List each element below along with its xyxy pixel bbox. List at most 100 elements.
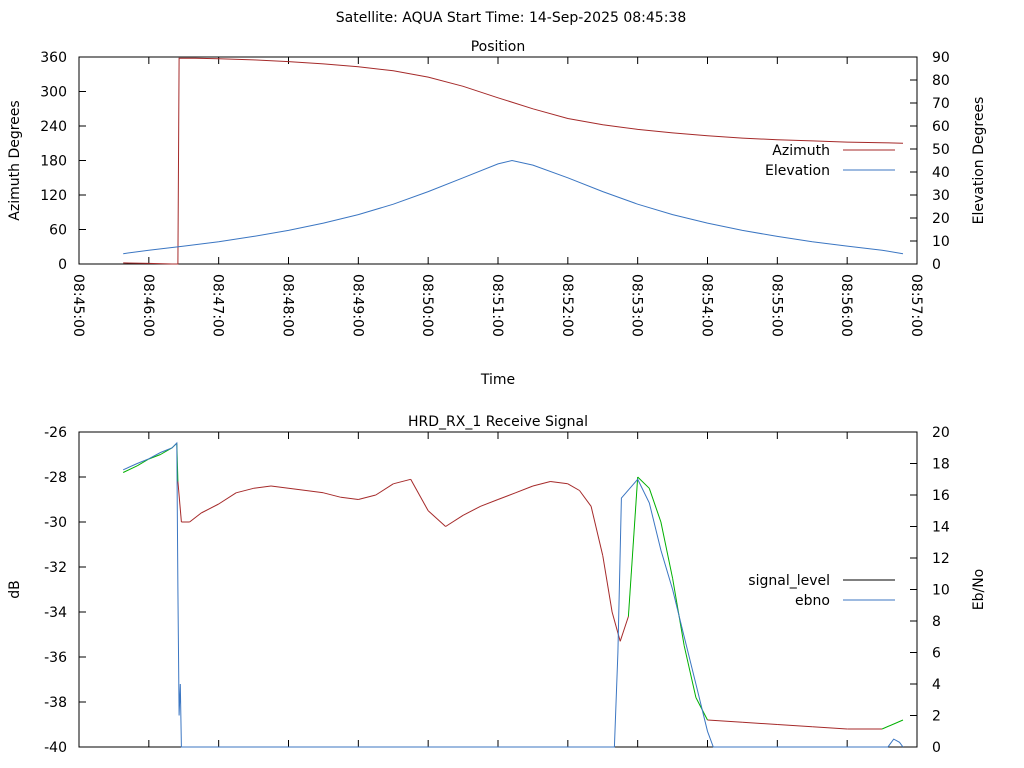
x-tick-label: 08:48:00 xyxy=(280,274,296,337)
elevation-line xyxy=(123,159,904,255)
x-tick-label: 08:45:00 xyxy=(70,274,86,337)
signal-level-segment xyxy=(590,506,604,556)
signal-level-segment xyxy=(602,555,613,613)
figure-title: Satellite: AQUA Start Time: 14-Sep-2025 … xyxy=(336,10,686,26)
x-tick-label: 08:47:00 xyxy=(210,274,226,337)
y-tick-label: -36 xyxy=(44,650,67,666)
signal-level-segment xyxy=(358,494,376,500)
signal-level-segment xyxy=(627,476,639,617)
y-tick-label: -30 xyxy=(44,515,67,531)
y-tick-label: 300 xyxy=(40,85,67,101)
x-tick-label: 08:54:00 xyxy=(699,274,715,337)
signal-level-segment xyxy=(427,510,446,527)
signal-level-segment xyxy=(611,611,621,642)
y2-tick-label: 2 xyxy=(932,709,941,725)
y2-tick-label: 18 xyxy=(932,457,950,473)
y2-tick-label: 90 xyxy=(932,50,950,66)
signal-level-segment xyxy=(410,479,429,512)
y2-tick-label: 20 xyxy=(932,425,950,441)
x-tick-label: 08:50:00 xyxy=(419,274,435,337)
y2-tick-label: 16 xyxy=(932,488,950,504)
signal-level-segment xyxy=(122,465,138,473)
signal-level-segment xyxy=(305,490,324,494)
plot-frame xyxy=(78,56,918,265)
y-tick-label: -28 xyxy=(44,470,67,486)
y2-tick-label: 20 xyxy=(932,211,950,227)
signal-level-segment xyxy=(288,487,307,491)
signal-level-segment xyxy=(218,492,237,505)
y2-tick-label: 12 xyxy=(932,551,950,567)
signal-level-segment xyxy=(881,719,904,730)
signal-level-segment xyxy=(323,492,342,498)
signal-level-segment xyxy=(200,503,219,514)
y-tick-label: 180 xyxy=(40,154,67,170)
signal-level-segment xyxy=(270,485,289,489)
signal-level-segment xyxy=(707,719,743,723)
y-tick-label: 0 xyxy=(58,257,67,273)
legend-label: signal_level xyxy=(748,573,830,589)
y2-tick-label: 50 xyxy=(932,142,950,158)
y-tick-label: 360 xyxy=(40,50,67,66)
signal-level-segment xyxy=(393,478,411,485)
x-tick-label: 08:52:00 xyxy=(559,274,575,337)
y2-tick-label: 10 xyxy=(932,234,950,250)
y2-axis-label: Elevation Degrees xyxy=(971,97,987,225)
y2-tick-label: 40 xyxy=(932,165,950,181)
y2-tick-label: 10 xyxy=(932,583,950,599)
signal-level-segment xyxy=(375,483,394,496)
signal-level-segment xyxy=(136,458,150,467)
signal-level-segment xyxy=(660,521,674,579)
y-axis-label: Azimuth Degrees xyxy=(7,100,23,220)
signal-level-segment xyxy=(515,485,534,494)
signal-level-segment xyxy=(253,485,272,489)
x-tick-label: 08:57:00 xyxy=(908,274,924,337)
ebno-line xyxy=(122,441,904,748)
signal-level-segment xyxy=(497,492,516,500)
chart-title: Position xyxy=(471,39,526,55)
signal-level-segment xyxy=(532,481,551,487)
chart-title: HRD_RX_1 Receive Signal xyxy=(408,414,588,430)
signal-level-segment xyxy=(579,490,592,507)
signal-level-segment xyxy=(177,481,182,523)
azimuth-line xyxy=(123,57,904,265)
signal-level-segment xyxy=(462,505,481,516)
plot-frame xyxy=(78,431,918,748)
y2-tick-label: 60 xyxy=(932,119,950,135)
signal-level-segment xyxy=(235,487,254,494)
y2-tick-label: 80 xyxy=(932,73,950,89)
x-tick-label: 08:46:00 xyxy=(140,274,156,337)
signal-level-segment xyxy=(812,726,848,730)
receive-signal-chart: HRD_RX_1 Receive Signal -40 -38 -36 -34 -32 -3… xyxy=(7,414,987,756)
signal-level-segment xyxy=(340,496,359,500)
x-tick-label: 08:55:00 xyxy=(768,274,784,337)
y2-tick-label: 6 xyxy=(932,646,941,662)
x-axis-label: Time xyxy=(480,372,515,388)
y-tick-label: 120 xyxy=(40,188,67,204)
y2-tick-label: 0 xyxy=(932,740,941,756)
y-tick-label: -38 xyxy=(44,695,67,711)
y2-tick-label: 70 xyxy=(932,96,950,112)
legend-label: Azimuth xyxy=(772,143,830,159)
signal-level-segment xyxy=(445,514,464,527)
y-tick-label: -32 xyxy=(44,560,67,576)
y-axis-label: dB xyxy=(7,580,23,599)
y2-tick-label: 8 xyxy=(932,614,941,630)
signal-level-segment xyxy=(619,616,629,642)
y2-tick-label: 30 xyxy=(932,188,950,204)
signal-level-segment xyxy=(550,481,568,485)
y-tick-label: 240 xyxy=(40,119,67,135)
legend-label: ebno xyxy=(795,593,830,609)
x-tick-label: 08:51:00 xyxy=(489,274,505,337)
y2-tick-label: 4 xyxy=(932,677,941,693)
y2-tick-label: 0 xyxy=(932,257,941,273)
signal-level-segment xyxy=(567,483,580,491)
x-tick-label: 08:53:00 xyxy=(629,274,645,337)
y-tick-label: 60 xyxy=(49,223,67,239)
legend-label: Elevation xyxy=(765,163,830,179)
signal-level-segment xyxy=(683,645,697,698)
signal-level-segment xyxy=(637,476,650,489)
x-tick-label: 08:49:00 xyxy=(349,274,365,337)
signal-level-segment xyxy=(189,512,202,523)
